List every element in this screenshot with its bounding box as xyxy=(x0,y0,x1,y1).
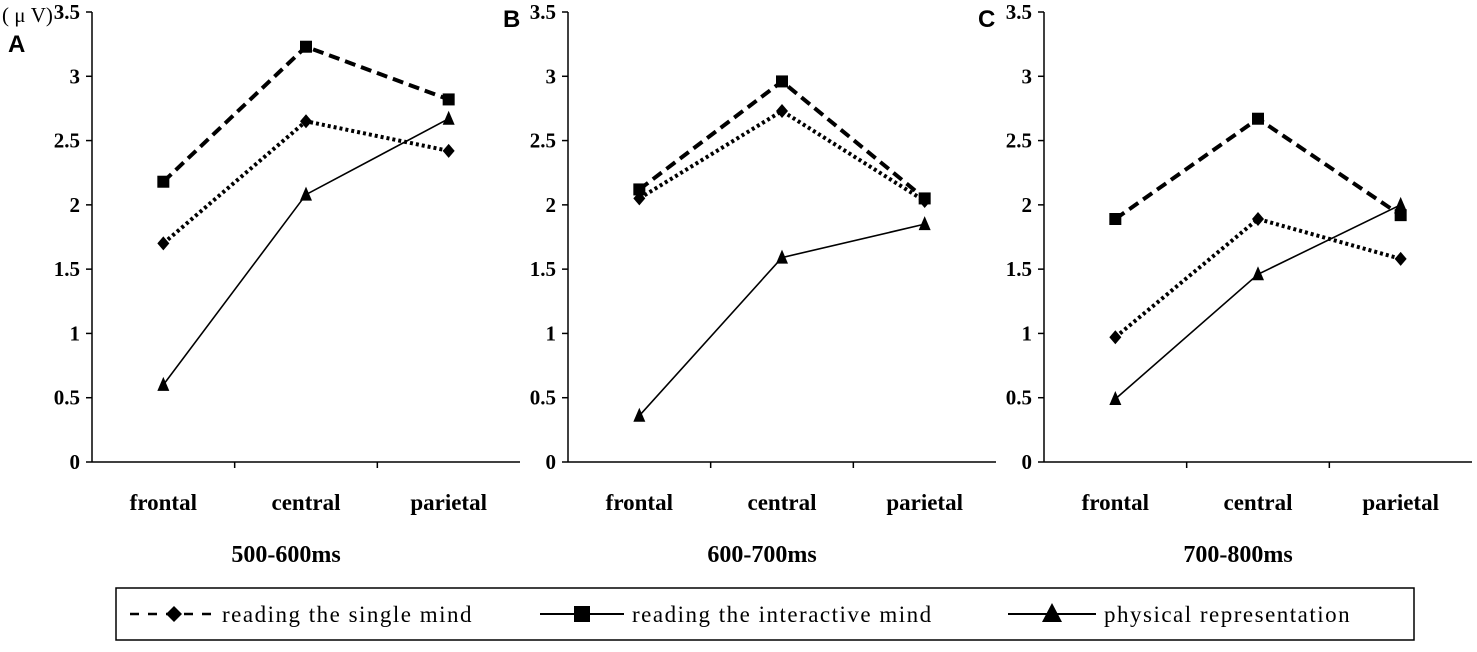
y-tick-label: 3 xyxy=(70,64,81,88)
y-tick-label: 3 xyxy=(546,64,557,88)
series-reading-the-single-mind xyxy=(633,104,931,208)
y-tick-label: 2.5 xyxy=(1006,129,1032,153)
data-point-triangle xyxy=(776,249,788,264)
data-point-square xyxy=(157,175,170,188)
y-tick-label: 0 xyxy=(546,450,557,474)
legend-label-physical: physical representation xyxy=(1104,602,1351,627)
chart-title: 700-800ms xyxy=(1183,542,1292,568)
series-physical-representation xyxy=(157,110,455,391)
y-tick-label: 0.5 xyxy=(1006,386,1032,410)
legend-square-marker xyxy=(574,606,590,622)
series-reading-the-single-mind xyxy=(157,114,455,251)
data-point-triangle xyxy=(918,216,931,231)
series-line xyxy=(638,78,926,200)
y-tick-label: 3.5 xyxy=(54,0,80,24)
y-tick-label: 2.5 xyxy=(54,129,80,153)
data-point-square xyxy=(1252,112,1264,125)
data-point-diamond xyxy=(300,114,312,129)
y-tick-label: 1.5 xyxy=(1006,257,1032,281)
legend-box xyxy=(115,587,1415,641)
series-reading-the-single-mind xyxy=(1109,212,1407,345)
data-point-square xyxy=(776,75,788,88)
x-tick-label-central: central xyxy=(748,490,817,515)
y-tick-label: 2.5 xyxy=(530,129,556,153)
data-point-diamond xyxy=(1109,330,1122,345)
chart-title: 600-700ms xyxy=(707,542,816,568)
legend-triangle-marker xyxy=(1042,603,1062,622)
data-point-square xyxy=(442,93,455,106)
data-point-square xyxy=(300,40,312,53)
chart-title: 500-600ms xyxy=(231,542,340,568)
legend-item-physical: physical representation xyxy=(1008,602,1351,627)
chart-panel-c: 0 0.5 1 1.5 2 2.5 3 3.5 frontal central parietal 70… xyxy=(978,0,1472,568)
x-tick-label-parietal: parietal xyxy=(410,490,487,515)
y-tick-label: 1.5 xyxy=(54,257,80,281)
series-reading-the-interactive-mind xyxy=(1109,112,1407,225)
x-tick-label-parietal: parietal xyxy=(886,490,963,515)
panel-label: A xyxy=(8,31,25,58)
y-tick-label: 3 xyxy=(1022,64,1033,88)
data-point-triangle xyxy=(442,110,455,125)
legend-label-single-mind: reading the single mind xyxy=(222,602,473,627)
legend-label-interactive-mind: reading the interactive mind xyxy=(632,602,933,627)
data-point-triangle xyxy=(633,407,646,422)
series-line xyxy=(161,44,450,184)
data-point-diamond xyxy=(1394,251,1407,266)
y-tick-label: 1 xyxy=(70,321,81,345)
legend: reading the single mind reading the inte… xyxy=(115,587,1415,641)
data-point-square xyxy=(633,183,646,196)
x-tick-label-frontal: frontal xyxy=(1082,490,1149,515)
data-point-diamond xyxy=(776,104,788,118)
y-tick-label: 0 xyxy=(70,450,81,474)
series-line xyxy=(162,118,450,386)
legend-diamond-marker xyxy=(166,606,182,622)
panel-label: C xyxy=(978,6,995,33)
y-tick-label: 2 xyxy=(70,193,81,217)
data-point-triangle xyxy=(1252,266,1264,281)
series-physical-representation xyxy=(1109,196,1407,405)
data-point-diamond xyxy=(1252,212,1264,226)
data-point-square xyxy=(918,192,931,205)
x-tick-label-parietal: parietal xyxy=(1362,490,1439,515)
series-physical-representation xyxy=(633,216,931,422)
series-line xyxy=(638,108,926,203)
data-point-square xyxy=(1109,213,1122,225)
series-line xyxy=(1114,116,1402,221)
y-tick-label: 3.5 xyxy=(1006,0,1032,24)
legend-item-interactive-mind: reading the interactive mind xyxy=(540,602,933,627)
y-unit-label: ( μ V) xyxy=(2,3,53,27)
x-tick-label-frontal: frontal xyxy=(130,490,197,515)
y-tick-label: 1 xyxy=(546,321,557,345)
y-tick-label: 2 xyxy=(1022,193,1033,217)
y-tick-label: 0.5 xyxy=(530,386,556,410)
y-tick-label: 0.5 xyxy=(54,386,80,410)
data-point-diamond xyxy=(442,143,455,158)
series-line xyxy=(1114,216,1402,339)
data-point-square xyxy=(1394,209,1407,222)
x-tick-label-frontal: frontal xyxy=(606,490,673,515)
y-tick-label: 0 xyxy=(1022,450,1033,474)
data-point-triangle xyxy=(1109,391,1122,405)
panels: 0 0.5 1 1.5 2 2.5 3 3.5 frontal central parietal 50… xyxy=(8,0,1472,568)
y-tick-label: 2 xyxy=(546,193,557,217)
data-point-triangle xyxy=(300,186,312,201)
series-reading-the-interactive-mind xyxy=(633,75,931,205)
x-tick-label-central: central xyxy=(272,490,341,515)
y-tick-label: 3.5 xyxy=(530,0,556,24)
data-point-triangle xyxy=(157,376,170,391)
y-tick-label: 1.5 xyxy=(530,257,556,281)
series-reading-the-interactive-mind xyxy=(157,40,455,188)
legend-item-single-mind: reading the single mind xyxy=(130,602,473,627)
x-tick-label-central: central xyxy=(1224,490,1293,515)
data-point-diamond xyxy=(157,236,170,251)
chart-panel-a: 0 0.5 1 1.5 2 2.5 3 3.5 frontal central parietal 50… xyxy=(8,0,520,568)
panel-label: B xyxy=(503,6,520,33)
chart-panel-b: 0 0.5 1 1.5 2 2.5 3 3.5 frontal central parietal 60… xyxy=(503,0,996,568)
y-tick-label: 1 xyxy=(1022,321,1033,345)
data-point-triangle xyxy=(1394,196,1407,211)
